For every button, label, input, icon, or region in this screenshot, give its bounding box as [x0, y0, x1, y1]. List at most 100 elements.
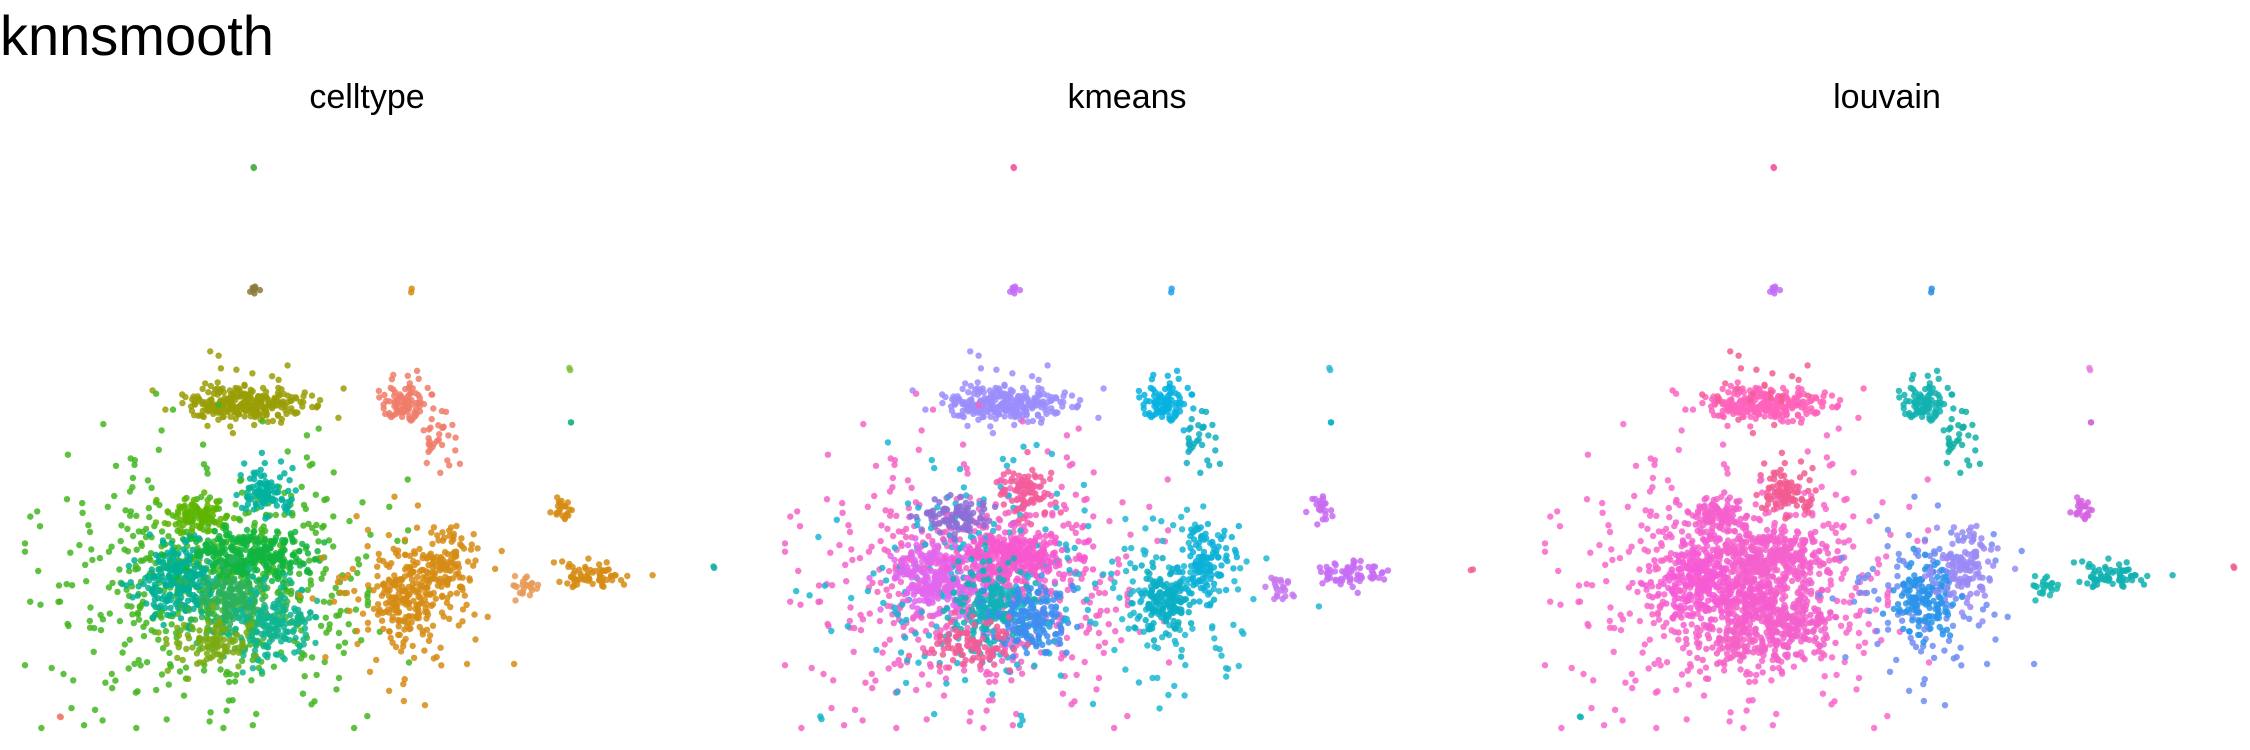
scatter-point	[888, 583, 896, 590]
scatter-point	[335, 629, 343, 637]
scatter-point	[287, 564, 294, 571]
scatter-point	[289, 464, 296, 472]
scatter-point	[184, 675, 192, 682]
scatter-point	[354, 569, 361, 577]
scatter-point	[962, 594, 969, 601]
scatter-point	[1018, 596, 1025, 603]
scatter-point	[21, 540, 29, 547]
scatter-point	[895, 590, 902, 598]
scatter-point	[1059, 690, 1067, 697]
scatter-point	[1180, 400, 1188, 408]
scatter-point	[386, 563, 393, 570]
scatter-point	[303, 543, 310, 550]
scatter-point	[159, 537, 167, 544]
scatter-point	[278, 615, 286, 623]
scatter-point	[36, 523, 44, 530]
scatter-point	[197, 595, 205, 602]
scatter-point	[111, 492, 118, 500]
scatter-point	[455, 570, 462, 577]
scatter-point	[1068, 654, 1076, 661]
scatter-point	[79, 509, 86, 516]
scatter-point	[249, 483, 256, 490]
scatter-point	[882, 507, 889, 514]
scatter-point	[1004, 592, 1011, 599]
scatter-point	[205, 389, 212, 396]
scatter-point	[836, 541, 843, 549]
scatter-point	[1105, 621, 1112, 628]
scatter-point	[1039, 641, 1046, 648]
scatter-point	[1155, 409, 1162, 416]
scatter-point	[213, 642, 221, 649]
scatter-point	[210, 553, 217, 560]
scatter-point	[1044, 648, 1051, 656]
scatter-point	[1017, 712, 1025, 719]
scatter-point	[300, 399, 307, 406]
scatter-point	[89, 556, 96, 564]
scatter-point	[864, 587, 872, 595]
scatter-point	[438, 441, 446, 449]
scatter-point	[444, 457, 451, 464]
scatter-point	[416, 408, 424, 415]
scatter-point	[413, 399, 420, 407]
scatter-point	[386, 412, 393, 419]
scatter-point	[1103, 607, 1111, 614]
scatter-point	[229, 636, 236, 643]
scatter-point	[421, 647, 428, 654]
scatter-point	[1212, 434, 1219, 441]
scatter-point	[272, 395, 279, 403]
scatter-point	[48, 664, 55, 672]
scatter-point	[942, 518, 949, 525]
scatter-point	[951, 542, 959, 549]
scatter-point	[414, 559, 421, 566]
scatter-point	[188, 407, 196, 414]
scatter-point	[164, 667, 171, 674]
scatter-point	[960, 667, 968, 674]
scatter-point	[1027, 609, 1035, 616]
scatter-point	[1012, 592, 1019, 600]
scatter-point	[188, 528, 196, 535]
scatter-point	[1187, 424, 1194, 431]
scatter-point	[1089, 566, 1097, 573]
scatter-point	[422, 573, 430, 581]
scatter-point	[237, 472, 244, 479]
scatter-point	[364, 626, 372, 633]
scatter-point	[364, 619, 372, 626]
scatter-point	[1163, 397, 1170, 404]
scatter-point	[218, 561, 225, 568]
scatter-point	[992, 415, 999, 422]
scatter-point	[815, 582, 823, 589]
scatter-point	[185, 512, 192, 519]
scatter-point	[445, 432, 452, 439]
scatter-point	[1073, 671, 1080, 679]
scatter-point	[981, 542, 989, 549]
scatter-point	[126, 636, 133, 643]
scatter-point	[412, 390, 419, 397]
scatter-point	[1049, 552, 1057, 559]
scatter-point	[1176, 408, 1184, 415]
scatter-point	[1166, 380, 1174, 387]
scatter-point	[97, 626, 105, 634]
scatter-point	[1075, 425, 1082, 432]
scatter-point	[393, 401, 400, 408]
scatter-point	[263, 567, 271, 574]
scatter-point	[904, 597, 911, 604]
scatter-point	[1068, 392, 1076, 399]
scatter-point	[936, 668, 944, 675]
scatter-point	[922, 649, 929, 656]
scatter-point	[878, 522, 885, 529]
scatter-point	[961, 676, 969, 684]
scatter-point	[384, 606, 392, 613]
scatter-point	[430, 655, 437, 662]
scatter-point	[511, 582, 519, 589]
scatter-point	[301, 619, 309, 626]
scatter-point	[987, 423, 994, 430]
scatter-point	[421, 702, 429, 709]
scatter-point	[1005, 613, 1013, 620]
scatter-point	[206, 718, 213, 725]
scatter-point	[203, 650, 211, 657]
scatter-point	[136, 603, 143, 610]
scatter-point	[1001, 382, 1008, 390]
scatter-point	[1148, 376, 1156, 383]
scatter-point	[1062, 541, 1070, 548]
scatter-point	[280, 539, 288, 547]
